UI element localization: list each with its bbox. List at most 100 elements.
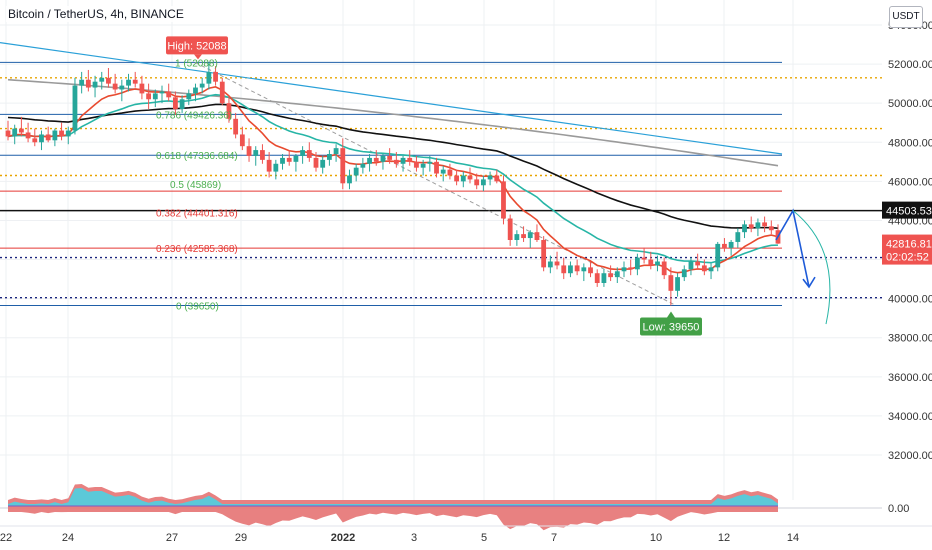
price-tick-label: 52000.00 [888, 59, 932, 71]
candle-body [106, 77, 111, 84]
candle-body [588, 267, 593, 274]
candle-body [99, 77, 105, 82]
candle-body [574, 265, 580, 272]
projection-arrow [775, 208, 831, 325]
projection-arrowhead [802, 276, 816, 289]
candle-body [380, 155, 386, 162]
candle-body [119, 85, 125, 90]
candle-body [246, 146, 252, 156]
candle-body [213, 71, 218, 82]
fib-level-label: 0.5 (45869) [170, 180, 221, 191]
candlesticks [5, 62, 781, 306]
fib-level-label: 0 (39650) [176, 301, 219, 312]
candle-body [722, 243, 727, 248]
candle-body [407, 157, 413, 162]
candle-body [353, 167, 359, 176]
last-price-label: 42816.81 [886, 239, 932, 251]
candle-body [65, 130, 71, 137]
candle-body [527, 232, 533, 239]
time-tick-label: 2022 [331, 532, 355, 544]
fib-level-label: 1 (52088) [175, 58, 218, 69]
candle-body [273, 163, 279, 172]
candle-body [320, 159, 326, 168]
candle-body [306, 150, 312, 158]
time-tick-label: 24 [62, 532, 74, 544]
candle-body [146, 93, 152, 100]
candle-body [5, 130, 11, 137]
candle-body [755, 222, 761, 229]
currency-selector[interactable]: USDT [889, 6, 923, 28]
candle-body [735, 232, 741, 242]
chart-grid [0, 0, 882, 500]
candle-body [420, 163, 426, 168]
fibonacci-labels: 1 (52088) 0.786 (49426.36) 0.618 (47336.68… [156, 36, 702, 336]
candle-body [494, 175, 500, 182]
candle-body [748, 224, 754, 229]
price-tick-label: 32000.00 [888, 450, 932, 462]
candle-body [286, 157, 292, 162]
low-badge-pointer [667, 311, 675, 318]
candle-body [534, 232, 540, 240]
candle-body [621, 267, 627, 272]
candle-body [59, 130, 64, 137]
candle-body [440, 169, 446, 174]
candle-body [12, 128, 18, 137]
candle-body [474, 179, 480, 186]
candle-body [186, 93, 192, 100]
price-tick-label: 48000.00 [888, 137, 932, 149]
candle-body [172, 97, 178, 110]
candle-body [326, 154, 332, 160]
price-tick-label: 38000.00 [888, 333, 932, 345]
time-tick-label: 29 [235, 532, 247, 544]
candle-body [521, 234, 526, 239]
candle-body [728, 241, 734, 248]
candle-body [85, 79, 91, 88]
fib-level-label: 0.618 (47336.684) [156, 151, 238, 162]
last-price-badge [882, 234, 932, 265]
candle-body [561, 265, 567, 274]
horizontal-levels [0, 61, 882, 306]
time-tick-label: 22 [0, 532, 12, 544]
candle-body [25, 132, 31, 139]
fib-level-label: 0.236 (42585.368) [156, 244, 238, 255]
oscillator-red-band [8, 483, 778, 531]
candle-body [52, 130, 58, 141]
time-tick-label: 12 [718, 532, 730, 544]
time-axis[interactable]: 22 24 27 29 2022 3 5 7 10 12 14 [0, 525, 932, 544]
low-badge [640, 317, 702, 336]
candle-body [661, 261, 667, 276]
candle-body [447, 169, 453, 176]
candle-body [159, 91, 165, 94]
candle-body [554, 261, 560, 266]
candle-body [762, 222, 768, 227]
candle-body [655, 261, 660, 266]
candle-body [206, 71, 212, 84]
time-tick-label: 27 [166, 532, 178, 544]
candle-body [260, 150, 265, 160]
candle-body [400, 157, 406, 164]
time-tick-label: 3 [411, 532, 417, 544]
time-tick-label: 14 [787, 532, 799, 544]
candle-body [313, 157, 319, 168]
candle-body [280, 157, 285, 164]
candle-body [219, 81, 225, 104]
candle-body [32, 138, 38, 143]
teal-moving-average [7, 93, 779, 264]
price-tick-label: 46000.00 [888, 176, 932, 188]
candle-body [233, 118, 239, 135]
candle-body [434, 161, 439, 174]
candle-body [393, 159, 399, 164]
candle-body [387, 155, 393, 160]
candle-body [199, 83, 205, 88]
price-tick-label: 50000.00 [888, 98, 932, 110]
candle-body [681, 269, 687, 278]
candle-body [179, 99, 185, 110]
candle-body [487, 175, 493, 180]
fib-level-label: 0.382 (44401.316) [156, 209, 238, 220]
price-tick-label: 40000.00 [888, 294, 932, 306]
candle-body [467, 175, 473, 180]
candle-body [427, 161, 433, 164]
candle-body [300, 150, 306, 156]
